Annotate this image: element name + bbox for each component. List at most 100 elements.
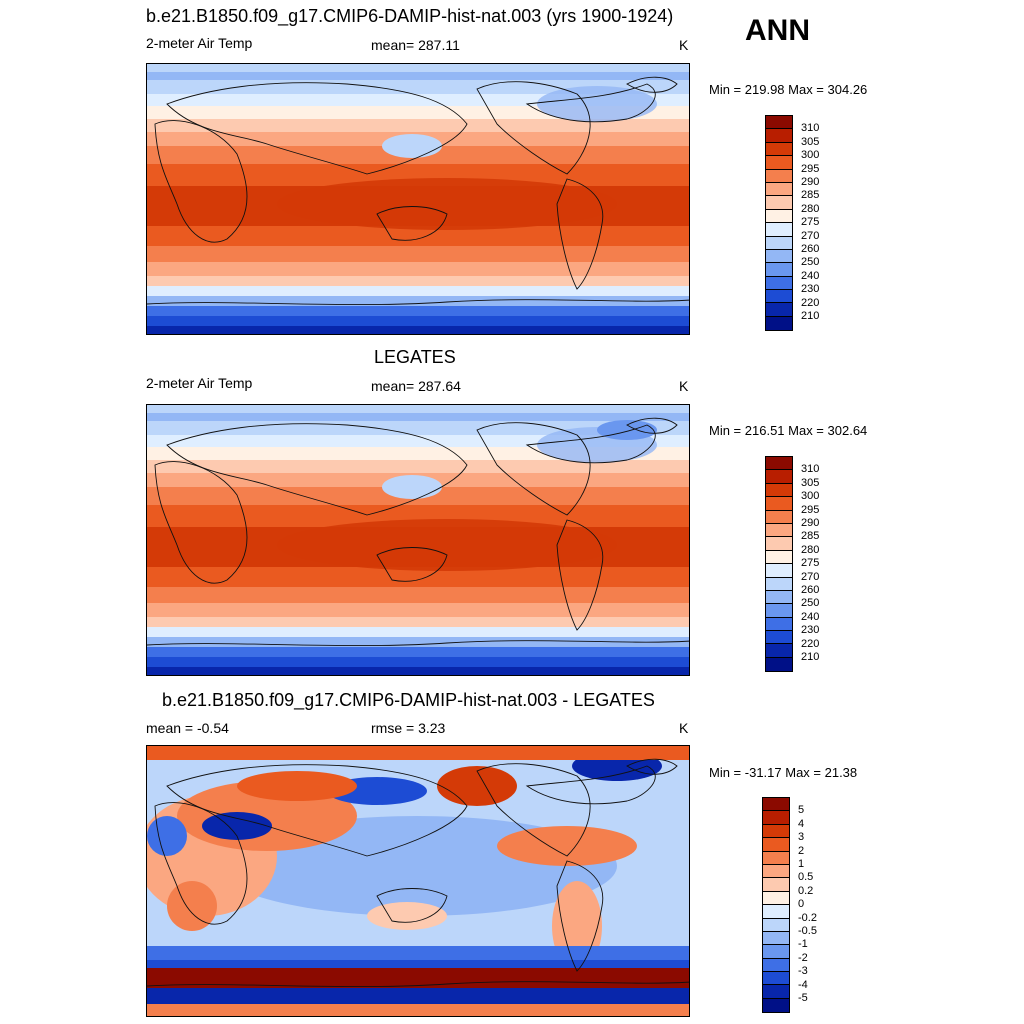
colorbar-box — [763, 985, 789, 999]
panel2-map — [146, 404, 690, 676]
colorbar-tick-label: -5 — [798, 992, 808, 1004]
colorbar-box — [763, 864, 789, 879]
colorbar-tick-label: 240 — [801, 269, 820, 282]
colorbar-box — [766, 590, 792, 605]
season-label: ANN — [745, 14, 810, 47]
colorbar-box — [766, 631, 792, 645]
colorbar-tick-label: 230 — [801, 283, 820, 296]
colorbar-box — [766, 276, 792, 291]
colorbar-box — [763, 878, 789, 892]
colorbar-tick-label: 280 — [801, 202, 820, 215]
colorbar-tick-label: 290 — [801, 176, 820, 188]
colorbar-box — [766, 263, 792, 277]
colorbar-tick-label: 270 — [801, 229, 820, 242]
panel1-minmax-label: Min = 219.98 Max = 304.26 — [709, 82, 868, 97]
colorbar-box — [763, 838, 789, 852]
colorbar-box — [766, 617, 792, 632]
panel1-title: b.e21.B1850.f09_g17.CMIP6-DAMIP-hist-nat… — [146, 6, 674, 26]
colorbar-box — [766, 483, 792, 498]
panel1-colorbar — [765, 115, 793, 332]
panel3-rmse-label: rmse = 3.23 — [371, 720, 446, 736]
panel1-variable-label: 2-meter Air Temp — [146, 35, 253, 51]
colorbar-box — [766, 223, 792, 237]
colorbar-box — [766, 470, 792, 484]
colorbar-tick-label: 285 — [801, 530, 820, 543]
colorbar-tick-label: -1 — [798, 938, 808, 951]
map-field — [147, 405, 689, 675]
map-field — [147, 64, 689, 334]
colorbar-box — [763, 798, 789, 812]
colorbar-tick-label: 275 — [801, 557, 820, 570]
colorbar-box — [763, 905, 789, 919]
colorbar-box — [766, 209, 792, 224]
colorbar-box — [763, 931, 789, 946]
colorbar-tick-label: 310 — [801, 122, 820, 135]
colorbar-box — [763, 972, 789, 986]
colorbar-tick-label: -4 — [798, 978, 808, 991]
colorbar-tick-label: -2 — [798, 951, 808, 964]
colorbar-box — [766, 290, 792, 304]
colorbar-box — [763, 958, 789, 973]
colorbar-tick-label: 300 — [801, 490, 820, 503]
colorbar-box — [766, 316, 792, 331]
colorbar-tick-label: 220 — [801, 637, 820, 650]
panel1-map — [146, 63, 690, 335]
colorbar-tick-label: 1 — [798, 858, 805, 870]
panel2-units-label: K — [679, 378, 689, 394]
colorbar-tick-label: 305 — [801, 476, 820, 489]
colorbar-tick-label: 0.2 — [798, 884, 814, 897]
colorbar-tick-label: 305 — [801, 135, 820, 148]
colorbar-box — [766, 156, 792, 170]
colorbar-tick-label: 285 — [801, 189, 820, 202]
panel1-mean-label: mean= 287.11 — [371, 37, 460, 53]
colorbar-tick-label: 250 — [801, 256, 820, 269]
colorbar-tick-label: 210 — [801, 310, 820, 322]
colorbar-box — [766, 129, 792, 143]
colorbar-tick-label: 295 — [801, 162, 820, 175]
colorbar-box — [763, 851, 789, 865]
colorbar-tick-label: 260 — [801, 243, 820, 255]
colorbar-box — [763, 998, 789, 1013]
colorbar-box — [763, 891, 789, 906]
colorbar-tick-label: 250 — [801, 597, 820, 610]
colorbar-box — [763, 945, 789, 959]
colorbar-tick-label: 280 — [801, 543, 820, 556]
panel1-units-label: K — [679, 37, 689, 53]
colorbar-box — [766, 303, 792, 317]
panel2-title: LEGATES — [374, 347, 456, 367]
colorbar-tick-label: 2 — [798, 844, 805, 857]
colorbar-tick-label: 0.5 — [798, 871, 814, 884]
colorbar-box — [766, 116, 792, 130]
colorbar-box — [766, 644, 792, 658]
colorbar-tick-label: 0 — [798, 898, 805, 911]
colorbar-box — [766, 169, 792, 183]
colorbar-box — [766, 577, 792, 591]
colorbar-tick-label: 210 — [801, 651, 820, 663]
colorbar-box — [766, 196, 792, 210]
colorbar-box — [766, 236, 792, 250]
panel2-colorbar — [765, 456, 793, 673]
colorbar-tick-label: 270 — [801, 570, 820, 583]
colorbar-tick-label: 275 — [801, 216, 820, 229]
colorbar-tick-label: 290 — [801, 517, 820, 529]
colorbar-tick-label: -3 — [798, 965, 808, 978]
panel3-units-label: K — [679, 720, 689, 736]
colorbar-tick-label: 220 — [801, 296, 820, 309]
colorbar-box — [766, 657, 792, 672]
colorbar-box — [766, 550, 792, 565]
colorbar-box — [766, 457, 792, 471]
colorbar-box — [763, 824, 789, 839]
colorbar-tick-label: 4 — [798, 817, 805, 830]
colorbar-box — [766, 249, 792, 264]
panel2-variable-label: 2-meter Air Temp — [146, 375, 253, 391]
colorbar-box — [766, 510, 792, 524]
panel3-colorbar — [762, 797, 790, 1014]
colorbar-tick-label: 310 — [801, 463, 820, 476]
colorbar-box — [766, 523, 792, 538]
colorbar-box — [763, 918, 789, 932]
colorbar-box — [766, 182, 792, 197]
map-field — [147, 746, 689, 1016]
panel3-mean-label: mean = -0.54 — [146, 720, 229, 736]
panel2-mean-label: mean= 287.64 — [371, 378, 461, 394]
colorbar-box — [766, 604, 792, 618]
